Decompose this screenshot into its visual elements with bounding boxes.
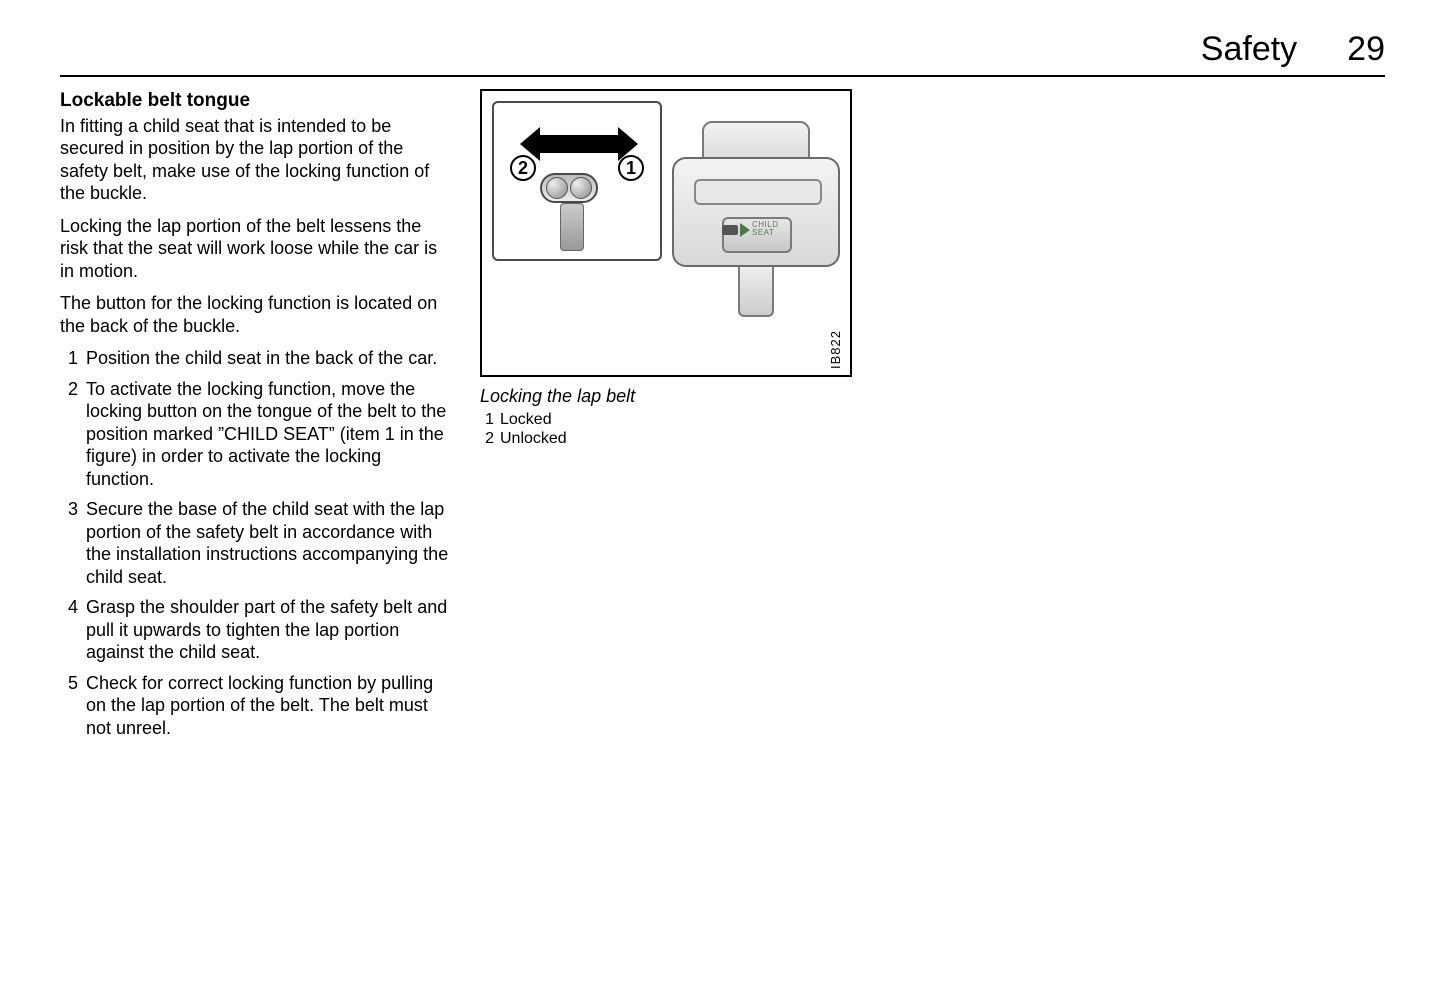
page-header: Safety 29: [60, 30, 1385, 77]
buckle-illustration: CHILD SEAT: [672, 117, 840, 317]
buckle-stem-icon: [738, 267, 774, 317]
list-item: 5Check for correct locking function by p…: [60, 672, 450, 740]
subheading: Lockable belt tongue: [60, 89, 450, 113]
arrow-bar-icon: [538, 135, 620, 153]
legend-row: 1 Locked: [480, 410, 870, 429]
step-number: 4: [60, 596, 86, 664]
buckle-slot-icon: [694, 179, 822, 205]
step-text: Check for correct locking function by pu…: [86, 672, 450, 740]
figure: 2 1 CHILD SEAT: [480, 89, 852, 377]
legend-text: Unlocked: [500, 429, 567, 448]
right-column: 2 1 CHILD SEAT: [480, 89, 870, 747]
step-number: 1: [60, 347, 86, 370]
legend-number: 2: [480, 429, 500, 448]
small-arrow-icon: [740, 223, 750, 237]
callout-1: 1: [618, 155, 644, 181]
callout-2: 2: [510, 155, 536, 181]
small-switch-icon: [722, 225, 738, 235]
step-text: Position the child seat in the back of t…: [86, 347, 450, 370]
section-title: Safety: [1201, 30, 1297, 69]
page-number: 29: [1347, 30, 1385, 69]
legend-number: 1: [480, 410, 500, 429]
figure-caption: Locking the lap belt: [480, 385, 870, 408]
step-number: 2: [60, 378, 86, 491]
tongue-stem-icon: [560, 203, 584, 251]
left-column: Lockable belt tongue In fitting a child …: [60, 89, 450, 747]
legend-row: 2 Unlocked: [480, 429, 870, 448]
figure-id: IB822: [828, 330, 844, 369]
figure-legend: 1 Locked 2 Unlocked: [480, 410, 870, 448]
page-content: Lockable belt tongue In fitting a child …: [60, 89, 1385, 747]
buckle-body-icon: CHILD SEAT: [672, 157, 840, 267]
child-seat-label: CHILD SEAT: [752, 221, 779, 237]
step-text: To activate the locking function, move t…: [86, 378, 450, 491]
figure-detail-panel: 2 1: [492, 101, 662, 261]
switch-knob-icon: [546, 177, 568, 199]
list-item: 1Position the child seat in the back of …: [60, 347, 450, 370]
step-text: Secure the base of the child seat with t…: [86, 498, 450, 588]
list-item: 3Secure the base of the child seat with …: [60, 498, 450, 588]
list-item: 2To activate the locking function, move …: [60, 378, 450, 491]
step-number: 5: [60, 672, 86, 740]
legend-text: Locked: [500, 410, 552, 429]
list-item: 4Grasp the shoulder part of the safety b…: [60, 596, 450, 664]
switch-knob-icon: [570, 177, 592, 199]
buckle-cap-icon: [702, 121, 810, 161]
steps-list: 1Position the child seat in the back of …: [60, 347, 450, 739]
paragraph: In fitting a child seat that is intended…: [60, 115, 450, 205]
step-text: Grasp the shoulder part of the safety be…: [86, 596, 450, 664]
paragraph: Locking the lap portion of the belt less…: [60, 215, 450, 283]
paragraph: The button for the locking function is l…: [60, 292, 450, 337]
step-number: 3: [60, 498, 86, 588]
